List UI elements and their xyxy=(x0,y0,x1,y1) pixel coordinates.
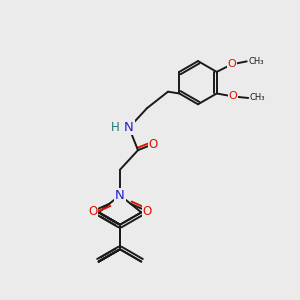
Text: N: N xyxy=(124,121,134,134)
Text: O: O xyxy=(148,138,158,151)
Text: CH₃: CH₃ xyxy=(250,94,265,103)
Text: O: O xyxy=(142,205,152,218)
Text: CH₃: CH₃ xyxy=(248,57,264,66)
Text: H: H xyxy=(111,121,120,134)
Text: O: O xyxy=(88,205,98,218)
Text: O: O xyxy=(227,59,236,69)
Text: N: N xyxy=(115,189,125,202)
Text: O: O xyxy=(229,92,238,101)
